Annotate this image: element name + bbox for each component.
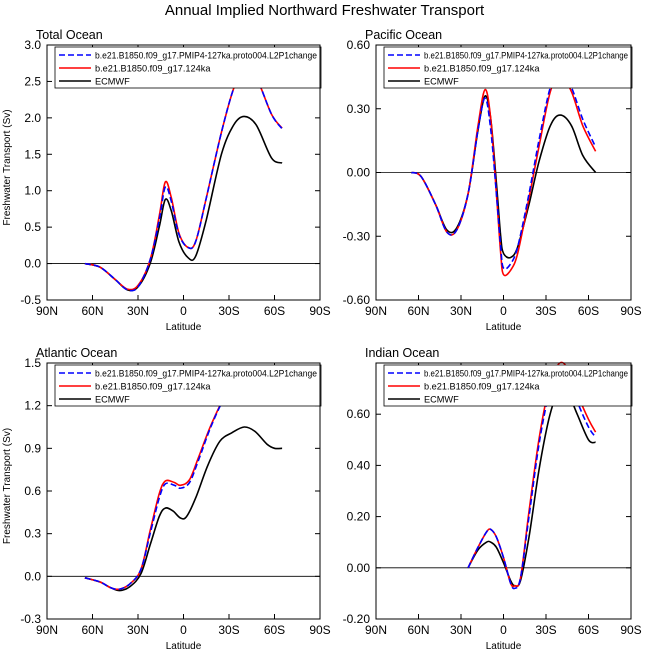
x-axis-label: Latitude [166, 641, 202, 652]
y-tick-label: -0.20 [343, 612, 371, 626]
legend-label: ECMWF [424, 77, 459, 87]
y-tick-label: 0.60 [347, 38, 371, 52]
x-tick-label: 60N [407, 623, 429, 637]
legend-box [383, 46, 633, 89]
legend-label: ECMWF [424, 395, 459, 405]
y-tick-label: 0.60 [347, 407, 371, 421]
legend-label: b.e21.B1850.f09_g17.124ka [424, 382, 540, 392]
y-tick-label: 1.5 [24, 356, 41, 370]
y-tick-label: 0.0 [24, 569, 41, 583]
series-line-2 [84, 426, 283, 592]
x-tick-label: 30N [450, 304, 472, 318]
x-tick-label: 60S [264, 304, 285, 318]
panel-title: Atlantic Ocean [36, 346, 117, 360]
figure-title: Annual Implied Northward Freshwater Tran… [164, 2, 485, 19]
x-tick-label: 0 [180, 623, 187, 637]
legend-label: b.e21.B1850.f09_g17.PMIP4-127ka.proto004… [424, 369, 628, 379]
x-axis-label: Latitude [166, 322, 202, 333]
plot-frame [46, 362, 321, 620]
x-tick-label: 30S [535, 623, 556, 637]
x-tick-label: 90S [620, 304, 641, 318]
y-tick-label: 3.0 [24, 38, 41, 52]
legend-label: b.e21.B1850.f09_g17.PMIP4-127ka.proto004… [424, 51, 628, 61]
chart-panel-3: Indian Ocean 90N 60N 30N 0 30S 60S 90S -0.20 0.00… [343, 346, 642, 652]
series-line-2 [411, 95, 597, 259]
y-tick-label: 0.0 [24, 257, 41, 271]
legend-label: b.e21.B1850.f09_g17.124ka [95, 64, 211, 74]
x-tick-label: 30S [218, 623, 239, 637]
y-tick-label: 0.30 [347, 102, 371, 116]
y-tick-label: -0.3 [20, 612, 41, 626]
legend-label: ECMWF [95, 395, 130, 405]
y-axis-label: Freshwater Transport (Sv) [2, 428, 13, 544]
chart-panel-1: Pacific Ocean 90N 60N 30N 0 30S 60S 90S -0.60 -0.… [343, 28, 642, 333]
panel-title: Pacific Ocean [365, 28, 442, 42]
legend-box [383, 364, 633, 407]
y-tick-label: -0.60 [343, 293, 371, 307]
chart-panel-0: Total Ocean 90N 60N 30N 0 30S 60S 90S -0.5 0.0 0.5… [2, 28, 331, 333]
x-tick-label: 90S [620, 623, 641, 637]
legend-box [54, 46, 322, 89]
x-axis-label: Latitude [486, 641, 522, 652]
x-tick-label: 30N [450, 623, 472, 637]
x-tick-label: 90N [36, 304, 58, 318]
y-tick-label: -0.5 [20, 293, 41, 307]
x-tick-label: 60S [578, 623, 599, 637]
legend-label: b.e21.B1850.f09_g17.PMIP4-127ka.proto004… [95, 369, 317, 379]
y-tick-label: -0.30 [343, 229, 371, 243]
x-tick-label: 60S [264, 623, 285, 637]
y-tick-label: 0.6 [24, 484, 41, 498]
y-tick-label: 1.2 [24, 399, 41, 413]
series-line-0 [411, 67, 597, 270]
y-axis-label: Freshwater Transport (Sv) [2, 109, 13, 225]
series-line-1 [84, 67, 283, 291]
y-tick-label: 0.9 [24, 441, 41, 455]
x-tick-label: 0 [500, 304, 507, 318]
y-tick-label: 1.5 [24, 147, 41, 161]
y-tick-label: 1.0 [24, 184, 41, 198]
y-tick-label: 0.20 [347, 510, 371, 524]
series-line-0 [84, 374, 283, 591]
y-tick-label: 0.00 [347, 166, 371, 180]
x-tick-label: 30S [218, 304, 239, 318]
plot-frame [375, 44, 632, 301]
chart-panel-2: Atlantic Ocean 90N 60N 30N 0 30S 60S 90S -0.3 0.0… [2, 346, 331, 652]
x-axis-label: Latitude [486, 322, 522, 333]
y-tick-label: 0.40 [347, 458, 371, 472]
x-tick-label: 60S [578, 304, 599, 318]
y-tick-label: 0.5 [24, 220, 41, 234]
x-tick-label: 30S [535, 304, 556, 318]
legend-label: b.e21.B1850.f09_g17.PMIP4-127ka.proto004… [95, 51, 317, 61]
x-tick-label: 60N [81, 304, 103, 318]
series-line-2 [84, 115, 283, 292]
x-tick-label: 0 [180, 304, 187, 318]
x-tick-label: 90S [309, 304, 330, 318]
x-tick-label: 60N [407, 304, 429, 318]
legend-label: b.e21.B1850.f09_g17.124ka [424, 64, 540, 74]
y-tick-label: 0.3 [24, 527, 41, 541]
x-tick-label: 30N [127, 304, 149, 318]
panel-title: Total Ocean [36, 28, 103, 42]
x-tick-label: 60N [81, 623, 103, 637]
legend-label: ECMWF [95, 77, 130, 87]
x-tick-label: 90S [309, 623, 330, 637]
y-tick-label: 2.5 [24, 74, 41, 88]
x-tick-label: 90N [365, 304, 387, 318]
series-line-1 [84, 376, 283, 591]
x-tick-label: 90N [36, 623, 58, 637]
plot-frame [46, 44, 321, 301]
x-tick-label: 30N [127, 623, 149, 637]
series-line-1 [411, 73, 597, 277]
legend-label: b.e21.B1850.f09_g17.124ka [95, 382, 211, 392]
series-line-0 [84, 67, 283, 292]
y-tick-label: 0.00 [347, 561, 371, 575]
panel-title: Indian Ocean [365, 346, 439, 360]
plot-frame [375, 362, 632, 620]
x-tick-label: 0 [500, 623, 507, 637]
x-tick-label: 90N [365, 623, 387, 637]
legend-box [54, 364, 322, 407]
y-tick-label: 2.0 [24, 111, 41, 125]
